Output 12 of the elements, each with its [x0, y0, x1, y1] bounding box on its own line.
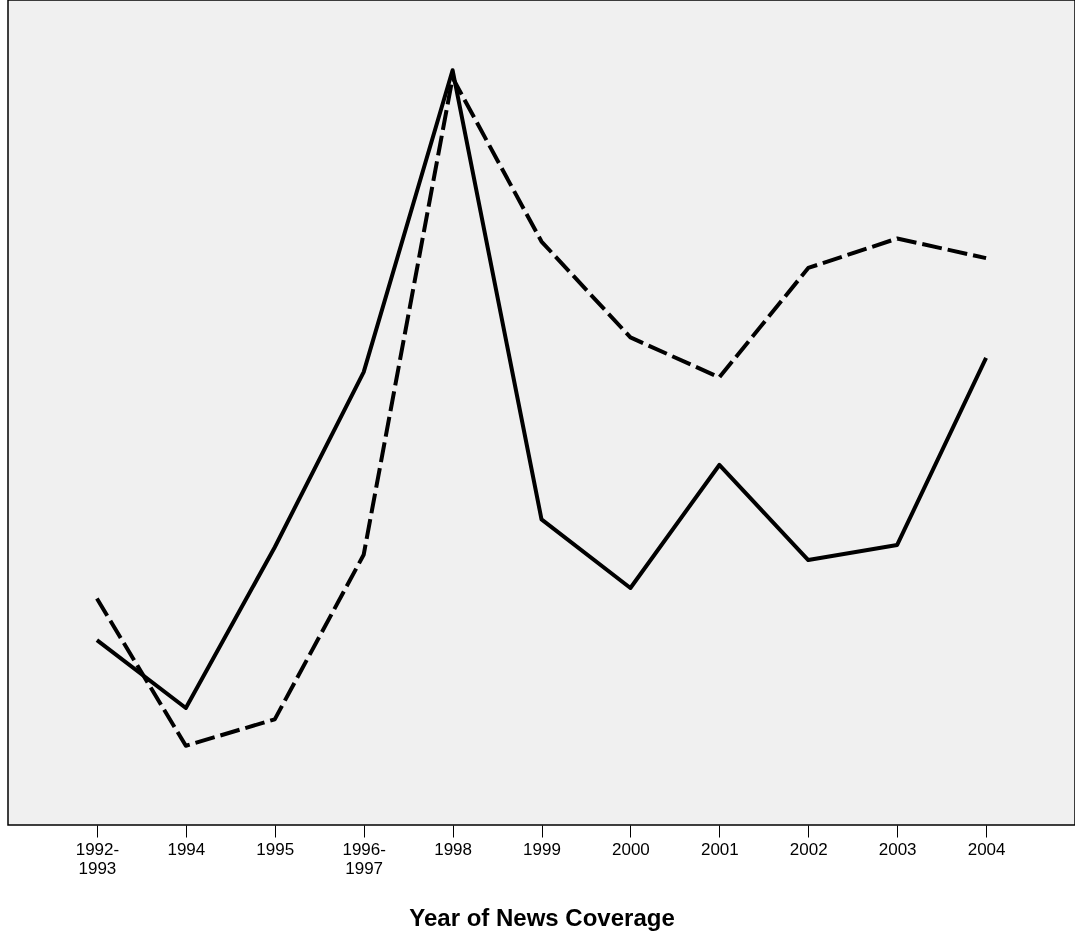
x-tick-label: 1992-1993: [75, 839, 120, 878]
x-tick-label: 2003: [878, 839, 917, 859]
x-tick-label: 1999: [523, 839, 561, 859]
x-tick-label: 1995: [256, 839, 295, 859]
x-tick-label: 2002: [789, 839, 828, 859]
x-tick-label: 2000: [612, 839, 650, 859]
x-tick-label: 1998: [434, 839, 472, 859]
x-axis-title: Year of News Coverage: [409, 903, 675, 931]
x-tick-label: 2001: [700, 839, 739, 859]
x-tick-label: 1996-1997: [342, 839, 386, 878]
x-tick-label: 1994: [167, 839, 206, 859]
x-tick-label: 2004: [967, 839, 1006, 859]
